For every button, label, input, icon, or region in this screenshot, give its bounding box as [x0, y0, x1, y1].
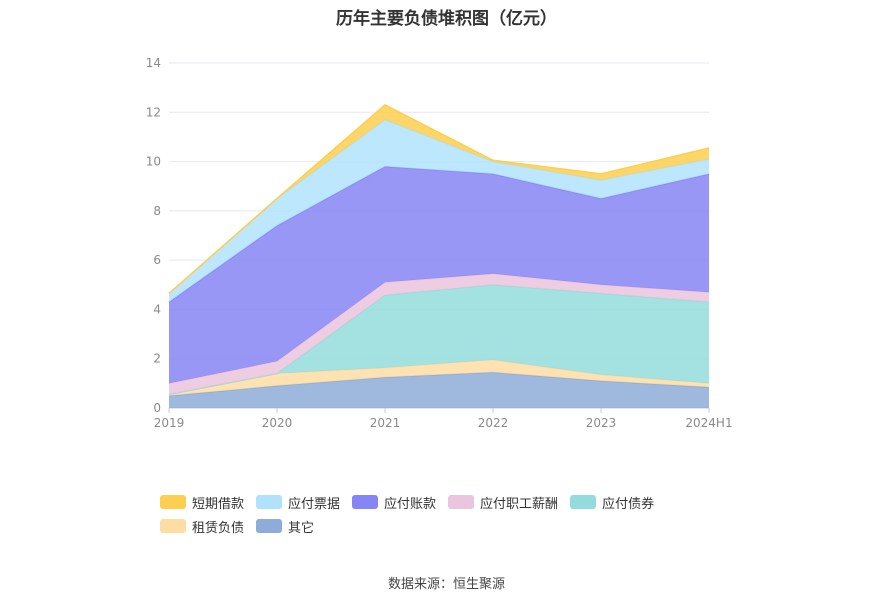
legend-label: 其它 — [288, 520, 315, 536]
area-series — [169, 166, 709, 384]
legend-item[interactable]: 应付账款 — [352, 494, 437, 512]
area-series — [169, 372, 709, 408]
x-tick-label: 2022 — [478, 416, 509, 430]
legend-swatch — [448, 495, 475, 509]
legend-swatch — [256, 519, 283, 533]
legend-label: 应付职工薪酬 — [480, 496, 559, 512]
legend-swatch — [570, 495, 597, 509]
data-source: 数据来源：恒生聚源 — [387, 577, 505, 592]
legend-swatch — [352, 495, 379, 509]
legend-swatch — [160, 519, 186, 533]
legend-label: 应付账款 — [384, 496, 437, 512]
x-tick-label: 2019 — [154, 416, 185, 430]
x-tick-label: 2023 — [586, 416, 617, 430]
y-tick-label: 10 — [146, 155, 161, 169]
y-tick-label: 0 — [153, 401, 161, 415]
chart-title: 历年主要负债堆积图（亿元） — [336, 9, 557, 29]
legend-label: 租赁负债 — [192, 520, 245, 536]
y-tick-label: 4 — [153, 302, 161, 316]
area-series — [169, 273, 709, 395]
legend-swatch — [256, 495, 283, 509]
legend-item[interactable]: 应付票据 — [256, 494, 341, 512]
legend-item[interactable]: 应付职工薪酬 — [448, 494, 559, 512]
legend-item[interactable]: 应付债券 — [570, 494, 655, 512]
y-tick-label: 12 — [146, 105, 161, 119]
y-tick-label: 2 — [153, 352, 161, 366]
legend-label: 应付票据 — [288, 496, 341, 512]
y-tick-label: 6 — [153, 253, 161, 267]
legend-label: 应付债券 — [602, 496, 655, 512]
legend-swatch — [160, 495, 186, 509]
area-series-edge — [168, 284, 710, 396]
legend-label: 短期借款 — [192, 496, 245, 512]
area-series — [169, 284, 709, 395]
area-series-edge — [168, 104, 710, 294]
legend: 短期借款 应付票据 应付账款 应付职工薪酬 应付债券租赁负债 其它 — [160, 494, 760, 536]
x-tick-label: 2020 — [262, 416, 293, 430]
legend-item[interactable]: 租赁负债 — [160, 518, 245, 536]
legend-item[interactable]: 短期借款 — [160, 494, 245, 512]
legend-item[interactable]: 其它 — [256, 518, 315, 536]
x-tick-label: 2024H1 — [685, 416, 732, 430]
area-series — [169, 359, 709, 396]
x-tick-label: 2021 — [370, 416, 401, 430]
y-tick-label: 14 — [146, 56, 161, 70]
area-series — [169, 119, 709, 302]
y-tick-label: 8 — [153, 204, 161, 218]
